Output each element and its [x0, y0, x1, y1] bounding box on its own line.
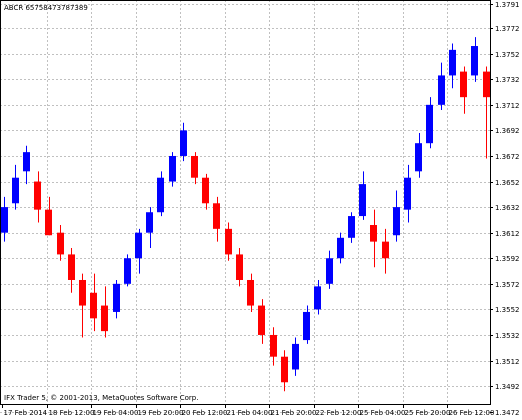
candle-bull: [393, 207, 400, 236]
candle-bull: [359, 184, 366, 217]
candle-bull: [404, 177, 411, 210]
y-tick-label: 1.3532: [495, 332, 520, 340]
candle-bull: [135, 232, 142, 259]
candle-bull: [146, 212, 153, 233]
candle-bear: [258, 305, 265, 335]
candle-bull: [426, 104, 433, 144]
candle-bear: [202, 177, 209, 204]
candle-bear: [460, 71, 467, 98]
candle-bear: [79, 279, 86, 306]
x-tick-label: 18 Feb 12:00: [49, 409, 95, 417]
candle-bull: [23, 152, 30, 172]
x-tick-label: 20 Feb 12:00: [182, 409, 228, 417]
candle-bull: [326, 258, 333, 284]
y-tick-label: 1.3692: [495, 127, 520, 135]
candle-bull: [303, 311, 310, 341]
y-tick-label: 1.3772: [495, 25, 520, 33]
plot-border: [0, 0, 491, 405]
x-tick-label: 22 Feb 12:00: [316, 409, 362, 417]
y-tick-label: 1.3512: [495, 358, 520, 366]
candle-bear: [191, 155, 198, 178]
y-tick-label: 1.3712: [495, 102, 520, 110]
candle-bull: [169, 155, 176, 182]
x-tick-label: 19 Feb 20:00: [138, 409, 184, 417]
candle-bear: [34, 181, 41, 210]
candle-bear: [236, 254, 243, 280]
y-tick-label: 1.3672: [495, 153, 520, 161]
candle-bull: [415, 143, 422, 172]
y-tick-label: 1.3732: [495, 76, 520, 84]
candle-bear: [225, 228, 232, 255]
candle-bull: [471, 46, 478, 76]
candle-bear: [281, 356, 288, 383]
candle-bull: [337, 237, 344, 259]
candle-bull: [124, 258, 131, 284]
candles: [1, 37, 490, 392]
candle-bear: [90, 292, 97, 319]
candle-bull: [113, 283, 120, 312]
candle-bear: [101, 305, 108, 332]
y-tick-label: 1.3572: [495, 281, 520, 289]
candle-bear: [382, 241, 389, 259]
symbol-label: ABCR 65758473787389: [4, 4, 88, 12]
x-tick-label: 25 Feb 04:00: [360, 409, 406, 417]
candle-bear: [247, 279, 254, 306]
candle-bull: [180, 130, 187, 156]
y-tick-label: 1.3552: [495, 306, 520, 314]
y-tick-label: 1.3492: [495, 383, 520, 391]
candle-bull: [348, 216, 355, 238]
y-tick-label: 1.3791: [495, 1, 520, 9]
candle-bear: [483, 71, 490, 98]
grid-lines: [0, 0, 490, 413]
y-tick-label: 1.3592: [495, 255, 520, 263]
candle-bear: [370, 225, 377, 242]
y-tick-label: 1.3652: [495, 179, 520, 187]
candle-bear: [57, 232, 64, 255]
x-tick-label: 21 Feb 04:00: [227, 409, 273, 417]
candle-bull: [438, 75, 445, 105]
candle-bull: [1, 207, 8, 233]
x-tick-label: 19 Feb 04:00: [93, 409, 139, 417]
x-tick-label: 26 Feb 12:00: [449, 409, 495, 417]
candle-bear: [45, 209, 52, 236]
copyright-label: IFX Trader 5, © 2001-2013, MetaQuotes So…: [4, 394, 198, 402]
candle-bear: [213, 203, 220, 229]
x-tick-label: 21 Feb 20:00: [271, 409, 317, 417]
x-tick-label: 25 Feb 20:00: [405, 409, 451, 417]
candle-bull: [12, 177, 19, 204]
y-tick-label: 1.3472: [495, 409, 520, 417]
y-tick-label: 1.3632: [495, 204, 520, 212]
candle-bear: [68, 254, 75, 280]
candle-bull: [449, 49, 456, 76]
candle-bear: [270, 334, 277, 357]
candle-bull: [292, 343, 299, 370]
x-tick-label: 17 Feb 2014: [4, 409, 48, 417]
candle-bull: [157, 177, 164, 213]
price-axis: 1.3791 1.3772 1.3752 1.3732 1.3712 1.3692 1.36…: [490, 1, 520, 417]
y-tick-label: 1.3612: [495, 230, 520, 238]
y-tick-label: 1.3752: [495, 51, 520, 59]
candle-bull: [314, 286, 321, 310]
